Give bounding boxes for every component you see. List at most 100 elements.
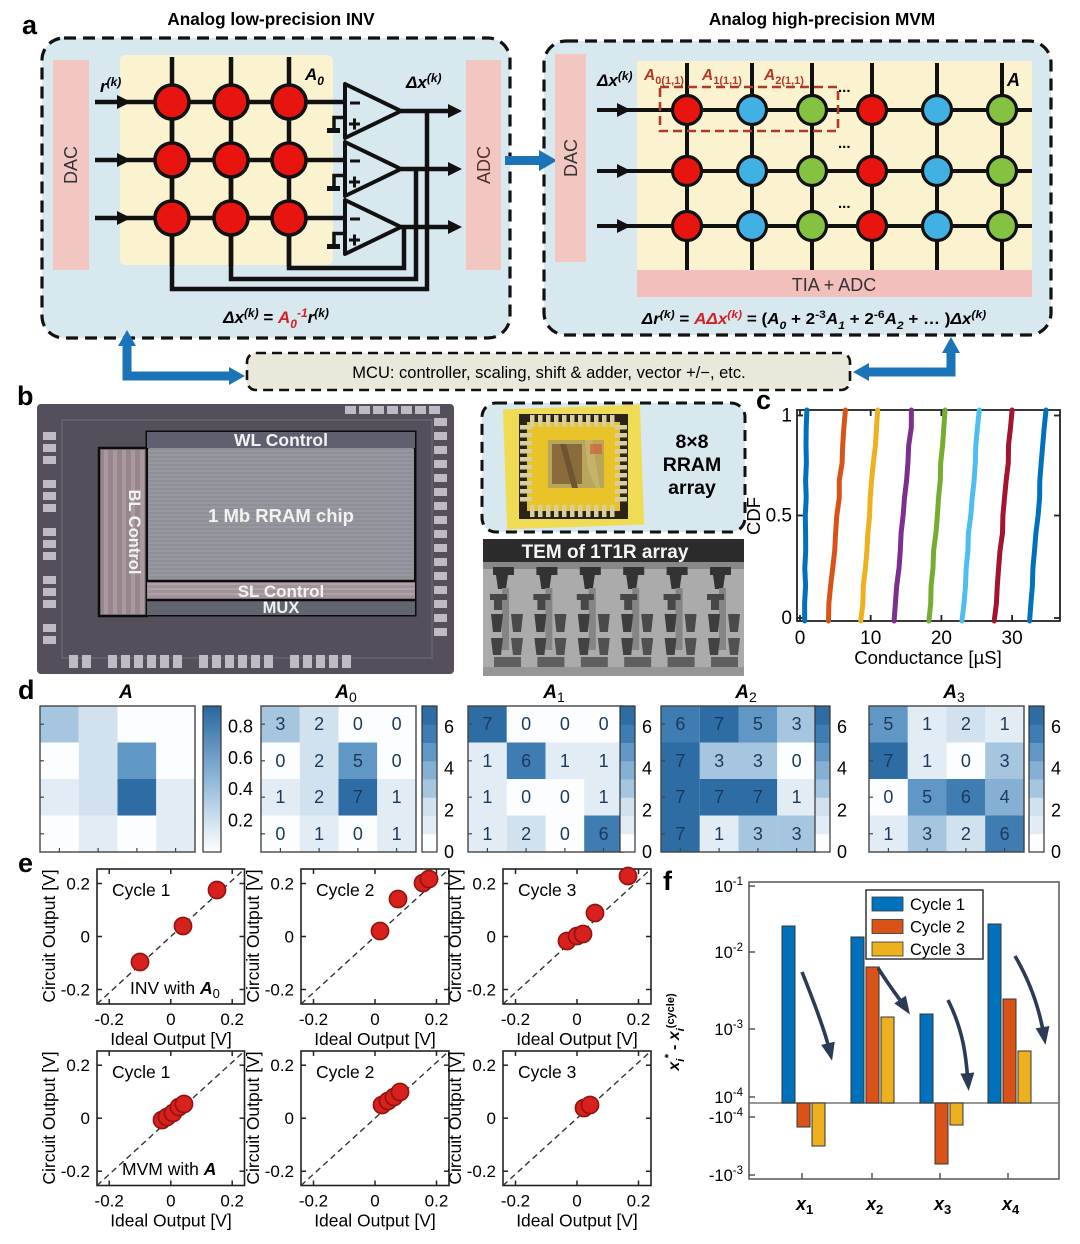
svg-text:-0.2: -0.2	[299, 1192, 328, 1211]
svg-text:2: 2	[314, 787, 324, 807]
svg-text:DAC: DAC	[561, 139, 581, 177]
svg-text:0: 0	[166, 1192, 175, 1211]
svg-text:4: 4	[837, 759, 847, 779]
svg-text:0.2: 0.2	[425, 1192, 449, 1211]
svg-text:Ideal Output [V]: Ideal Output [V]	[516, 1029, 638, 1049]
svg-text:6: 6	[642, 717, 652, 737]
svg-text:Conductance [µS]: Conductance [µS]	[854, 647, 1001, 668]
svg-text:20: 20	[931, 628, 952, 649]
svg-text:e: e	[18, 848, 33, 878]
svg-text:Circuit Output [V]: Circuit Output [V]	[243, 1051, 263, 1184]
svg-text:7: 7	[675, 824, 685, 844]
svg-text:Cycle 3: Cycle 3	[910, 941, 965, 959]
svg-text:-0.2: -0.2	[61, 981, 90, 1000]
svg-text:6: 6	[521, 751, 531, 771]
svg-text:0: 0	[81, 1109, 90, 1128]
svg-text:MCU: controller, scaling, shif: MCU: controller, scaling, shift & adder,…	[352, 364, 745, 382]
svg-text:INV with A0: INV with A0	[130, 978, 220, 1001]
svg-text:7: 7	[675, 751, 685, 771]
svg-text:0.2: 0.2	[627, 1192, 651, 1211]
svg-text:0: 0	[642, 842, 652, 862]
svg-text:1: 1	[314, 824, 324, 844]
svg-text:A: A	[118, 682, 133, 703]
svg-text:6: 6	[961, 787, 971, 807]
svg-text:0: 0	[795, 628, 806, 649]
svg-text:...: ...	[838, 135, 851, 152]
svg-text:0: 0	[560, 714, 570, 734]
svg-text:1: 1	[392, 824, 402, 844]
svg-text:0: 0	[560, 787, 570, 807]
svg-text:1: 1	[922, 714, 932, 734]
svg-text:-0.2: -0.2	[467, 1162, 496, 1181]
svg-text:2: 2	[1051, 800, 1061, 820]
svg-text:3: 3	[792, 714, 802, 734]
svg-text:6: 6	[444, 717, 454, 737]
svg-text:2: 2	[961, 824, 971, 844]
svg-text:-0.2: -0.2	[501, 1192, 530, 1211]
svg-text:4: 4	[642, 759, 652, 779]
svg-text:MVM with A: MVM with A	[122, 1159, 216, 1179]
svg-text:0.2: 0.2	[472, 875, 496, 894]
svg-text:0.2: 0.2	[66, 875, 90, 894]
svg-text:7: 7	[753, 787, 763, 807]
svg-text:Cycle 2: Cycle 2	[910, 919, 965, 937]
svg-text:4: 4	[1000, 787, 1010, 807]
svg-text:0: 0	[521, 714, 531, 734]
svg-text:Ideal Output [V]: Ideal Output [V]	[110, 1029, 232, 1049]
svg-text:0: 0	[792, 751, 802, 771]
svg-text:0.2: 0.2	[425, 1010, 449, 1029]
svg-text:Cycle 1: Cycle 1	[112, 880, 170, 900]
svg-text:0: 0	[560, 824, 570, 844]
svg-text:TIA + ADC: TIA + ADC	[792, 275, 877, 295]
svg-text:Ideal Output [V]: Ideal Output [V]	[516, 1211, 638, 1231]
svg-text:Cycle 2: Cycle 2	[316, 1062, 374, 1082]
svg-text:-0.2: -0.2	[265, 981, 294, 1000]
svg-text:A: A	[1006, 70, 1020, 90]
svg-text:b: b	[17, 381, 34, 411]
svg-text:1: 1	[560, 751, 570, 771]
svg-text:DAC: DAC	[61, 146, 81, 184]
svg-text:3: 3	[792, 824, 802, 844]
svg-text:8×8: 8×8	[675, 431, 708, 453]
svg-text:2: 2	[444, 800, 454, 820]
svg-text:Cycle 2: Cycle 2	[316, 880, 374, 900]
svg-text:1: 1	[781, 406, 792, 427]
svg-text:0: 0	[275, 751, 285, 771]
svg-text:0: 0	[392, 751, 402, 771]
svg-text:3: 3	[922, 824, 932, 844]
svg-text:0: 0	[353, 824, 363, 844]
svg-text:-0.2: -0.2	[95, 1010, 124, 1029]
svg-text:0: 0	[883, 787, 893, 807]
svg-text:1: 1	[482, 824, 492, 844]
svg-text:0.2: 0.2	[627, 1010, 651, 1029]
svg-text:1: 1	[714, 824, 724, 844]
svg-text:0: 0	[599, 714, 609, 734]
svg-text:SL Control: SL Control	[238, 582, 325, 601]
svg-text:0.2: 0.2	[472, 1056, 496, 1075]
svg-text:6: 6	[599, 824, 609, 844]
svg-text:Cycle 3: Cycle 3	[518, 1062, 576, 1082]
svg-text:0: 0	[392, 714, 402, 734]
svg-text:0.6: 0.6	[228, 748, 253, 768]
svg-text:7: 7	[883, 751, 893, 771]
svg-text:-0.2: -0.2	[501, 1010, 530, 1029]
svg-text:6: 6	[837, 717, 847, 737]
svg-text:3: 3	[753, 824, 763, 844]
svg-text:0: 0	[370, 1192, 379, 1211]
svg-text:TEM of 1T1R array: TEM of 1T1R array	[522, 542, 689, 563]
svg-text:0: 0	[1051, 842, 1061, 862]
svg-text:0: 0	[487, 1109, 496, 1128]
svg-text:0.2: 0.2	[270, 1056, 294, 1075]
svg-text:BL Control: BL Control	[125, 490, 143, 575]
svg-text:30: 30	[1002, 628, 1023, 649]
svg-text:-0.2: -0.2	[299, 1010, 328, 1029]
svg-text:1: 1	[275, 787, 285, 807]
svg-text:0: 0	[353, 714, 363, 734]
svg-text:Circuit Output [V]: Circuit Output [V]	[445, 869, 465, 1002]
svg-text:10: 10	[860, 628, 881, 649]
svg-text:0: 0	[572, 1010, 581, 1029]
svg-text:d: d	[18, 675, 35, 705]
svg-text:ADC: ADC	[474, 146, 494, 184]
svg-text:Circuit Output [V]: Circuit Output [V]	[39, 1051, 59, 1184]
svg-text:5: 5	[922, 787, 932, 807]
